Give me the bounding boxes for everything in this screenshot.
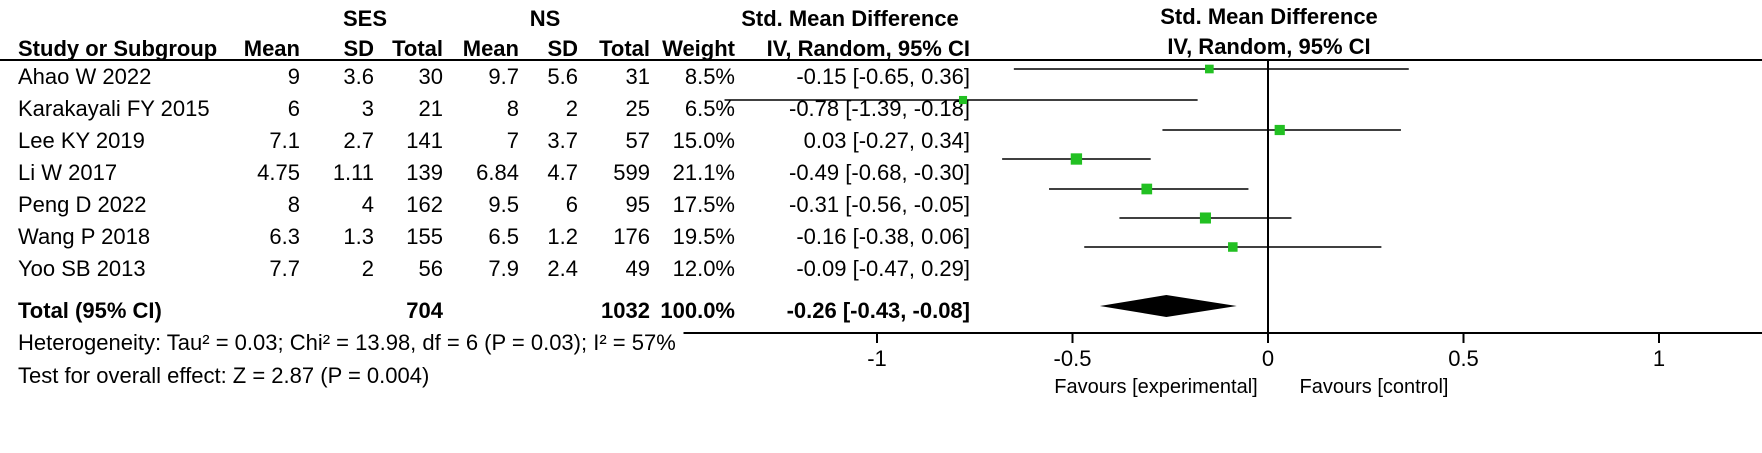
study-name: Ahao W 2022 (18, 64, 152, 89)
plot-title: Std. Mean Difference (1160, 4, 1378, 29)
total1-cell: 155 (406, 224, 443, 249)
mean2-cell: 8 (506, 96, 519, 121)
study-name: Karakayali FY 2015 (18, 96, 210, 121)
x-tick-label: 0.5 (1448, 346, 1479, 371)
col-header-total1: Total (392, 36, 443, 61)
point-estimate-marker (1199, 212, 1211, 224)
group2-header: NS (529, 6, 561, 31)
overall-effect-text: Test for overall effect: Z = 2.87 (P = 0… (18, 363, 430, 388)
total1-cell: 30 (418, 64, 443, 89)
group1-header: SES (342, 6, 388, 31)
point-estimate-marker (1274, 124, 1285, 136)
sd2-cell: 5.6 (547, 64, 578, 89)
sd1-cell: 3 (361, 96, 374, 121)
sd2-cell: 4.7 (547, 160, 578, 185)
sd2-cell: 2.4 (547, 256, 578, 281)
col-header-sd1: SD (343, 36, 374, 61)
study-name: Yoo SB 2013 (18, 256, 146, 281)
total1-cell: 139 (406, 160, 443, 185)
mean2-cell: 7 (506, 128, 519, 153)
plot-subtitle: IV, Random, 95% CI (1167, 34, 1370, 59)
weight-cell: 21.1% (672, 160, 735, 185)
weight-cell: 19.5% (672, 224, 735, 249)
sd1-cell: 2 (361, 256, 374, 281)
point-estimate-marker (1141, 183, 1153, 195)
point-estimate-marker (958, 95, 968, 105)
sd1-cell: 3.6 (343, 64, 374, 89)
total-weight: 100.0% (660, 298, 735, 323)
col-header-total2: Total (599, 36, 650, 61)
col-header-mean2: Mean (462, 36, 519, 61)
weight-cell: 8.5% (684, 64, 735, 89)
ci-cell: -0.15 [-0.65, 0.36] (796, 64, 970, 89)
study-name: Lee KY 2019 (18, 128, 145, 153)
header-rule (0, 59, 1762, 61)
col-header-ci: IV, Random, 95% CI (766, 36, 970, 61)
total2-cell: 599 (613, 160, 650, 185)
ci-cell: -0.31 [-0.56, -0.05] (789, 192, 970, 217)
sd2-cell: 3.7 (547, 128, 578, 153)
heterogeneity-text: Heterogeneity: Tau² = 0.03; Chi² = 13.98… (18, 330, 676, 355)
total2-cell: 31 (625, 64, 650, 89)
total2-sum: 1032 (601, 298, 650, 323)
total1-cell: 141 (406, 128, 443, 153)
mean2-cell: 9.5 (488, 192, 519, 217)
mean2-cell: 9.7 (488, 64, 519, 89)
col-header-study: Study or Subgroup (18, 36, 218, 61)
weight-cell: 15.0% (672, 128, 735, 153)
ci-cell: -0.16 [-0.38, 0.06] (796, 224, 970, 249)
sd2-cell: 2 (565, 96, 578, 121)
total1-cell: 162 (406, 192, 443, 217)
ci-cell: -0.09 [-0.47, 0.29] (796, 256, 970, 281)
favours-left-label: Favours [experimental] (1054, 376, 1257, 398)
favours-right-label: Favours [control] (1300, 376, 1449, 398)
study-name: Peng D 2022 (18, 192, 147, 217)
mean1-cell: 7.7 (269, 256, 300, 281)
sd2-cell: 1.2 (547, 224, 578, 249)
col-header-weight: Weight (662, 36, 735, 61)
col-header-mean1: Mean (243, 36, 300, 61)
sd1-cell: 1.11 (332, 160, 374, 185)
total-label: Total (95% CI) (18, 298, 162, 323)
col-header-sd2: SD (547, 36, 578, 61)
total2-cell: 95 (625, 192, 650, 217)
x-tick-label: 0 (1262, 346, 1274, 371)
mean2-cell: 6.84 (476, 160, 519, 185)
point-estimate-marker (1205, 64, 1214, 74)
point-estimate-marker (1228, 242, 1238, 252)
x-tick-label: -1 (867, 346, 887, 371)
mean2-cell: 7.9 (488, 256, 519, 281)
total1-cell: 21 (418, 96, 443, 121)
ci-cell: 0.03 [-0.27, 0.34] (803, 128, 970, 153)
total2-cell: 57 (625, 128, 650, 153)
weight-cell: 17.5% (672, 192, 735, 217)
sd1-cell: 1.3 (343, 224, 374, 249)
x-tick-label: -0.5 (1054, 346, 1092, 371)
total1-sum: 704 (406, 298, 443, 323)
pooled-diamond (1099, 295, 1237, 317)
mean1-cell: 6.3 (269, 224, 300, 249)
effect-header-top: Std. Mean Difference (741, 6, 959, 31)
study-name: Wang P 2018 (18, 224, 151, 249)
sd1-cell: 2.7 (343, 128, 374, 153)
mean1-cell: 4.75 (257, 160, 300, 185)
total2-cell: 176 (613, 224, 650, 249)
x-tick-label: 1 (1653, 346, 1665, 371)
mean2-cell: 6.5 (488, 224, 519, 249)
total1-cell: 56 (418, 256, 443, 281)
weight-cell: 12.0% (672, 256, 735, 281)
ci-cell: -0.49 [-0.68, -0.30] (789, 160, 970, 185)
total2-cell: 25 (625, 96, 650, 121)
mean1-cell: 6 (287, 96, 300, 121)
total2-cell: 49 (625, 256, 650, 281)
study-name: Li W 2017 (18, 160, 118, 185)
mean1-cell: 8 (287, 192, 300, 217)
total-ci: -0.26 [-0.43, -0.08] (786, 298, 970, 323)
mean1-cell: 9 (287, 64, 300, 89)
sd2-cell: 6 (565, 192, 578, 217)
sd1-cell: 4 (361, 192, 374, 217)
point-estimate-marker (1070, 153, 1083, 165)
mean1-cell: 7.1 (269, 128, 300, 153)
